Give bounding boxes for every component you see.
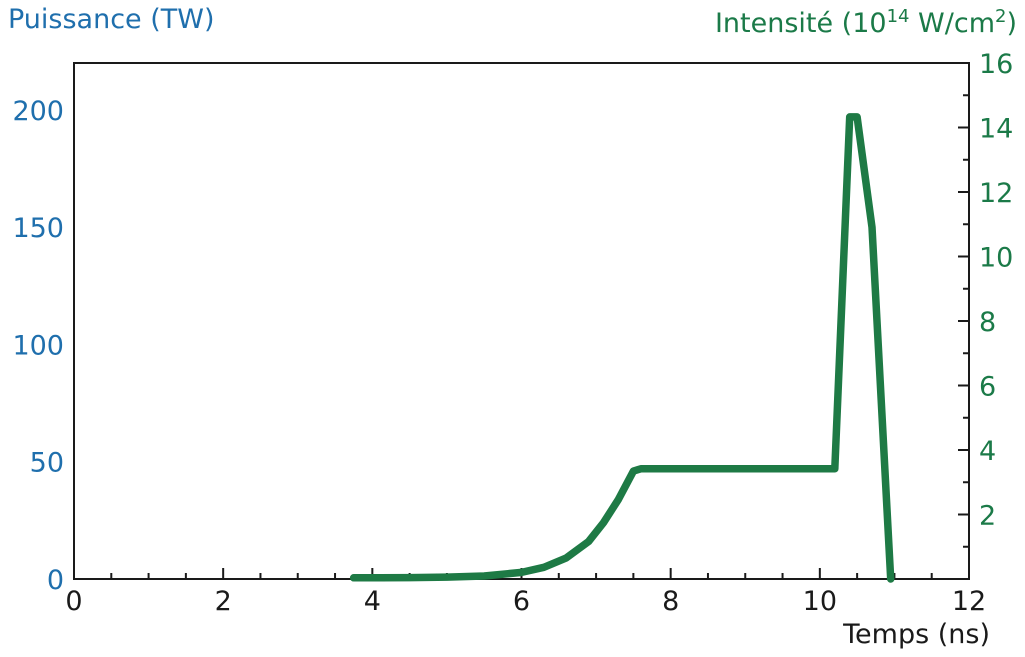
ticks-layer (73, 62, 970, 579)
x-tick-label: 10 (803, 586, 837, 617)
x-tick-label: 0 (65, 586, 82, 617)
x-tick-label: 2 (215, 586, 232, 617)
tick-labels-layer: 0 2 4 6 8 10 12 0 50 100 150 200 2 4 6 8 10 12 14 16 (12, 49, 1013, 617)
y-right-tick-label: 14 (979, 114, 1013, 145)
x-tick-label: 12 (952, 586, 986, 617)
y-axis-right-title: Intensité (1014 W/cm2) (715, 6, 1017, 39)
x-axis-title: Temps (ns) (842, 619, 990, 650)
y-right-tick-label: 6 (979, 372, 996, 403)
y-left-tick-label: 100 (12, 330, 64, 361)
y-left-tick-label: 0 (47, 565, 64, 596)
x-tick-label: 8 (662, 586, 679, 617)
y-axis-left-title: Puissance (TW) (8, 4, 215, 35)
y-right-tick-label: 12 (979, 178, 1013, 209)
y-right-tick-label: 4 (979, 436, 996, 467)
y-left-tick-label: 50 (30, 448, 64, 479)
plot-frame (73, 62, 970, 580)
y-right-tick-label: 8 (979, 307, 996, 338)
x-tick-label: 4 (364, 586, 381, 617)
series-line-puissance (349, 113, 895, 583)
x-tick-label: 6 (513, 586, 530, 617)
y-left-tick-label: 150 (12, 213, 64, 244)
y-left-tick-label: 200 (12, 96, 64, 127)
y-right-tick-label: 16 (979, 49, 1013, 80)
y-right-tick-label: 10 (979, 243, 1013, 274)
y-right-tick-label: 2 (979, 501, 996, 532)
